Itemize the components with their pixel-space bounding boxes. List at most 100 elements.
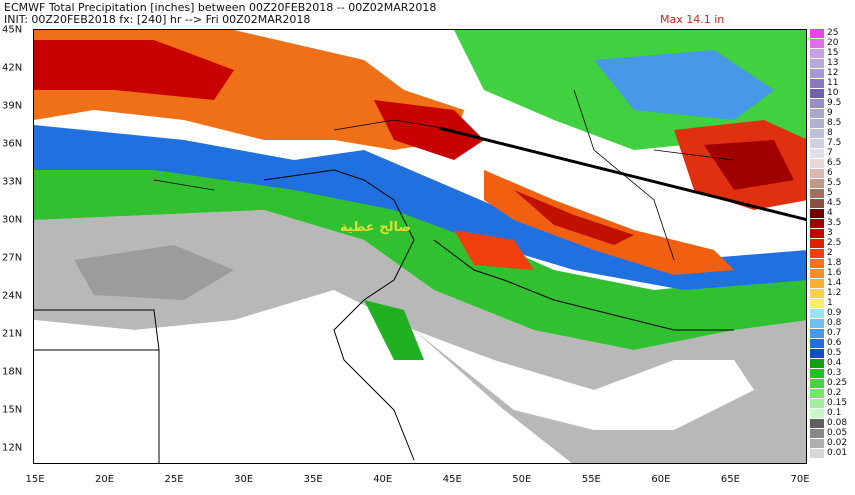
legend-label: 0.08 <box>827 418 848 428</box>
legend-item: 1.4 <box>810 278 855 289</box>
lat-label: 30N <box>2 214 23 226</box>
legend-swatch <box>810 269 824 279</box>
legend-item: 20 <box>810 38 855 49</box>
dry-zone <box>414 330 754 430</box>
legend-label: 6 <box>827 168 833 178</box>
legend-swatch <box>810 439 824 449</box>
legend-item: 6 <box>810 168 855 179</box>
legend-swatch <box>810 199 824 209</box>
map-title: ECMWF Total Precipitation [inches] betwe… <box>4 1 437 14</box>
very-heavy-precip-zone <box>454 230 534 270</box>
legend-label: 0.4 <box>827 358 842 368</box>
legend-label: 5.5 <box>827 178 842 188</box>
legend-swatch <box>810 299 824 309</box>
legend-label: 0.7 <box>827 328 842 338</box>
very-heavy-precip-zone <box>374 100 484 160</box>
legend-label: 8 <box>827 128 833 138</box>
legend-label: 0.01 <box>827 448 848 458</box>
legend-swatch <box>810 369 824 379</box>
lat-label: 21N <box>2 328 23 340</box>
legend-swatch <box>810 89 824 99</box>
legend-label: 11 <box>827 78 839 88</box>
legend-swatch <box>810 229 824 239</box>
map-canvas <box>34 30 806 463</box>
lat-label: 18N <box>2 366 23 378</box>
legend-item: 9.5 <box>810 98 855 109</box>
legend-label: 20 <box>827 38 839 48</box>
legend-item: 3 <box>810 228 855 239</box>
legend-swatch <box>810 69 824 79</box>
legend-label: 7.5 <box>827 138 842 148</box>
legend-label: 0.3 <box>827 368 842 378</box>
legend-label: 3 <box>827 228 833 238</box>
legend-item: 0.15 <box>810 398 855 409</box>
lon-label: 25E <box>164 474 184 485</box>
legend-swatch <box>810 359 824 369</box>
legend-swatch <box>810 319 824 329</box>
border <box>153 89 735 261</box>
legend-item: 0.8 <box>810 318 855 329</box>
legend-label: 0.05 <box>827 428 848 438</box>
lon-label: 30E <box>234 474 254 485</box>
legend-item: 2 <box>810 248 855 259</box>
dry-zone <box>34 290 572 463</box>
legend-item: 6.5 <box>810 158 855 169</box>
legend-swatch <box>810 119 824 129</box>
legend-item: 8 <box>810 128 855 139</box>
legend-label: 9 <box>827 108 833 118</box>
legend-swatch <box>810 109 824 119</box>
legend-item: 1 <box>810 298 855 309</box>
legend-label: 0.2 <box>827 388 842 398</box>
lat-label: 42N <box>2 62 23 74</box>
legend-label: 2 <box>827 248 833 258</box>
legend-item: 1.6 <box>810 268 855 279</box>
legend-swatch <box>810 259 824 269</box>
legend-label: 0.25 <box>827 378 848 388</box>
legend-swatch <box>810 79 824 89</box>
legend-item: 0.9 <box>810 308 855 319</box>
lon-label: 35E <box>303 474 323 485</box>
border <box>34 309 160 463</box>
legend-label: 2.5 <box>827 238 842 248</box>
legend-label: 0.8 <box>827 318 842 328</box>
legend-swatch <box>810 329 824 339</box>
legend-swatch <box>810 139 824 149</box>
legend-item: 1.8 <box>810 258 855 269</box>
legend-label: 13 <box>827 58 839 68</box>
legend-item: 11 <box>810 78 855 89</box>
legend-item: 10 <box>810 88 855 99</box>
very-heavy-precip-zone <box>484 170 734 275</box>
legend-swatch <box>810 159 824 169</box>
lon-label: 45E <box>442 474 462 485</box>
legend-label: 9.5 <box>827 98 842 108</box>
coastline <box>433 239 734 331</box>
legend-item: 0.25 <box>810 378 855 389</box>
legend-swatch <box>810 129 824 139</box>
legend-swatch <box>810 189 824 199</box>
legend-item: 3.5 <box>810 218 855 229</box>
lat-label: 12N <box>2 442 23 454</box>
heavy-precip-zone <box>594 50 774 120</box>
legend-label: 4 <box>827 208 833 218</box>
lon-label: 60E <box>651 474 671 485</box>
legend-label: 8.5 <box>827 118 842 128</box>
legend-swatch <box>810 49 824 59</box>
legend-swatch <box>810 169 824 179</box>
legend-item: 12 <box>810 68 855 79</box>
legend-swatch <box>810 239 824 249</box>
legend-item: 2.5 <box>810 238 855 249</box>
legend-item: 0.05 <box>810 428 855 439</box>
legend-item: 4 <box>810 208 855 219</box>
legend-label: 25 <box>827 28 839 38</box>
lon-label: 40E <box>373 474 393 485</box>
legend-item: 0.7 <box>810 328 855 339</box>
legend-item: 25 <box>810 28 855 39</box>
lon-label: 65E <box>720 474 740 485</box>
very-heavy-precip-zone <box>704 140 794 190</box>
legend-label: 0.5 <box>827 348 842 358</box>
legend-item: 7 <box>810 148 855 159</box>
legend-swatch <box>810 149 824 159</box>
legend-swatch <box>810 39 824 49</box>
lat-label: 15N <box>2 404 23 416</box>
annotation-line <box>438 126 806 222</box>
